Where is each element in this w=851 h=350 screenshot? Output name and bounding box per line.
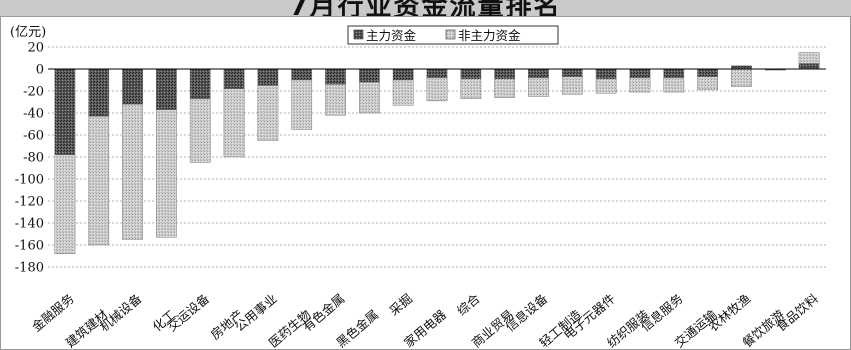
category-label: 采掘 [386, 291, 415, 319]
bar-main-capital [392, 68, 414, 81]
y-tick-label: -20 [23, 85, 44, 100]
bar-nonmain-capital [426, 77, 448, 102]
bar-nonmain-capital [731, 68, 752, 87]
y-axis-ticks: 20 0 -20 -40 -60 -80 -100 -120 -140 -160 -180 [15, 41, 44, 276]
y-tick-label: -60 [23, 129, 44, 144]
bar-main-capital [88, 68, 110, 117]
y-tick-label: 20 [27, 41, 44, 56]
chart-area: (亿元) 主力资金 非主力资金 20 0 -20 -40 -60 -80 -100 -120 -… [0, 16, 851, 350]
bar-nonmain-capital [663, 77, 685, 93]
bar-main-capital [257, 68, 279, 86]
bar-nonmain-capital [156, 109, 177, 238]
bar-nonmain-capital [54, 154, 76, 255]
bar-main-capital [798, 63, 820, 70]
bar-nonmain-capital [595, 78, 617, 94]
y-tick-label: -140 [15, 217, 44, 232]
bar-nonmain-capital [561, 76, 583, 95]
y-tick-label: -100 [15, 173, 44, 188]
bar-main-capital [561, 68, 583, 77]
bar-main-capital [359, 68, 380, 83]
bar-nonmain-capital [798, 52, 820, 64]
bar-nonmain-capital [392, 79, 414, 106]
legend-label-nonmain: 非主力资金 [458, 28, 521, 43]
bar-nonmain-capital [629, 77, 651, 93]
y-tick-label: 0 [36, 63, 44, 78]
bar-main-capital [697, 68, 718, 77]
bar-main-capital [122, 68, 143, 105]
bar-main-capital [54, 68, 76, 156]
bar-main-capital [494, 68, 515, 80]
bar-main-capital [223, 68, 245, 89]
bar-nonmain-capital [223, 88, 245, 158]
bar-nonmain-capital [460, 78, 482, 99]
bar-main-capital [291, 68, 313, 81]
y-tick-label: -80 [23, 151, 44, 166]
y-tick-label: -40 [23, 107, 44, 122]
y-tick-label: -120 [15, 195, 44, 210]
gridlines [48, 46, 826, 268]
legend-swatch-main [353, 29, 364, 40]
category-label: 综合 [454, 290, 483, 318]
category-label: 金融服务 [29, 291, 77, 335]
category-label: 家用电器 [401, 306, 449, 350]
bar-main-capital [189, 68, 211, 99]
y-axis-unit-label: (亿元) [10, 25, 46, 40]
bar-nonmain-capital [697, 76, 718, 91]
bar-nonmain-capital [528, 77, 549, 97]
title-bar: 7月行业资金流量排名 [0, 0, 851, 16]
bar-nonmain-capital [325, 84, 346, 116]
bar-nonmain-capital [122, 103, 143, 240]
bar-main-capital [663, 68, 685, 79]
bar-nonmain-capital [88, 116, 110, 246]
bar-main-capital [325, 68, 346, 85]
y-tick-label: -160 [15, 239, 44, 254]
bar-nonmain-capital [291, 79, 313, 130]
bar-main-capital [629, 68, 651, 79]
bar-main-capital [595, 68, 617, 80]
bar-main-capital [528, 68, 549, 79]
bars [54, 52, 820, 255]
bar-nonmain-capital [359, 81, 380, 114]
legend-swatch-nonmain [445, 29, 456, 40]
bar-main-capital [426, 68, 448, 79]
bar-nonmain-capital [189, 98, 211, 163]
legend-label-main: 主力资金 [366, 28, 417, 43]
bar-main-capital [460, 68, 482, 80]
bar-nonmain-capital [494, 78, 515, 98]
bar-nonmain-capital [257, 85, 279, 141]
category-label: 黑色金属 [333, 307, 381, 350]
legend: 主力资金 非主力资金 [347, 25, 559, 45]
y-tick-label: -180 [15, 261, 44, 276]
chart-title: 7月行业资金流量排名 [289, 0, 562, 16]
bar-main-capital [156, 68, 177, 110]
